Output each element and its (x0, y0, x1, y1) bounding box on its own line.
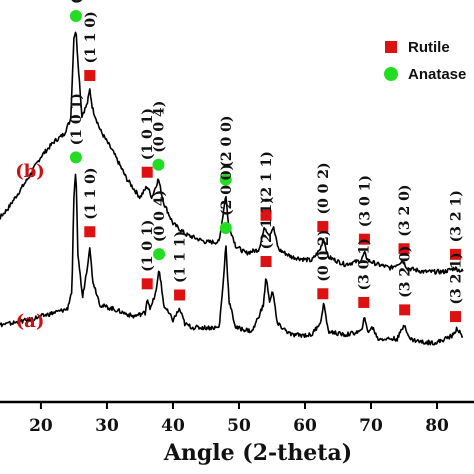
legend-label: Anatase (408, 66, 466, 83)
x-tick-label: 20 (29, 416, 53, 436)
trace-labels: (b) (a) (15, 161, 45, 332)
rutile-marker (398, 243, 410, 255)
peak-index-label: (1 1 0) (83, 168, 99, 220)
peak-index-label: (3 0 1) (357, 175, 373, 227)
peak-index-label: (3 2 1) (449, 252, 465, 304)
anatase-marker (152, 158, 165, 171)
legend-label: Rutile (408, 39, 450, 56)
trace-label: (a) (16, 311, 45, 332)
legend: Rutile Anatase (384, 39, 466, 83)
peak-index-label: (1 0 1) (69, 93, 85, 145)
rutile-marker (84, 226, 96, 238)
rutile-marker (141, 278, 153, 290)
rutile-marker (141, 166, 153, 178)
peak-index-label: (0 0 4) (151, 101, 167, 153)
anatase-marker (69, 151, 82, 164)
peak-index-label: (1 1 0) (83, 11, 99, 63)
peak-index-label: (1 0 1) (69, 0, 85, 4)
peak-index-label: (1 0 1) (140, 220, 156, 272)
x-tick-label: 80 (425, 416, 449, 436)
rutile-marker (317, 221, 329, 233)
rutile-marker (450, 311, 462, 323)
peak-index-label: (3 2 0) (398, 246, 414, 298)
peak-index-label: (1 1 1) (173, 231, 189, 283)
rutile-marker (260, 209, 272, 221)
series-line-a (0, 173, 463, 346)
rutile-marker (260, 256, 272, 268)
peak-index-label: (2 1 1) (259, 151, 275, 203)
rutile-marker (399, 304, 411, 316)
x-axis-ticks: 020304050607080 (29, 402, 449, 436)
peak-index-label: (1 0 1) (140, 108, 156, 160)
x-tick-label: 40 (161, 416, 185, 436)
x-tick-label: 60 (293, 416, 317, 436)
series-line-b (0, 31, 464, 275)
rutile-marker (84, 70, 96, 82)
x-tick-label: 30 (95, 416, 119, 436)
rutile-marker (358, 233, 370, 245)
peak-index-label: (2 1 1) (259, 197, 275, 249)
x-axis-title: Angle (2-theta) (163, 440, 352, 466)
peak-annotations: (1 0 1)(1 1 0)(1 0 1)(0 0 4)(2 0 0)(2 1 … (69, 0, 465, 323)
x-tick-label: 50 (227, 416, 251, 436)
anatase-marker (219, 222, 232, 235)
peak-index-label: (0 0 4) (152, 190, 168, 242)
legend-rutile-marker (385, 41, 397, 53)
peak-index-label: (3 2 0) (397, 185, 413, 237)
anatase-marker (219, 173, 232, 186)
rutile-marker (317, 288, 329, 300)
peak-index-label: (3 0 1) (357, 238, 373, 290)
trace-label: (b) (15, 161, 45, 182)
anatase-marker (69, 10, 82, 22)
rutile-marker (358, 296, 370, 308)
xrd-traces (0, 31, 464, 346)
anatase-marker (153, 248, 166, 261)
x-tick-label: 70 (359, 416, 383, 436)
peak-index-label: (3 2 1) (449, 190, 465, 242)
legend-anatase-marker (384, 67, 398, 81)
peak-index-label: (0 0 2) (316, 162, 332, 214)
peak-index-label: (2 0 0) (219, 164, 235, 216)
rutile-marker (450, 248, 462, 260)
peak-index-label: (0 0 2) (316, 230, 332, 282)
rutile-marker (174, 289, 186, 301)
peak-index-label: (2 0 0) (219, 115, 235, 167)
